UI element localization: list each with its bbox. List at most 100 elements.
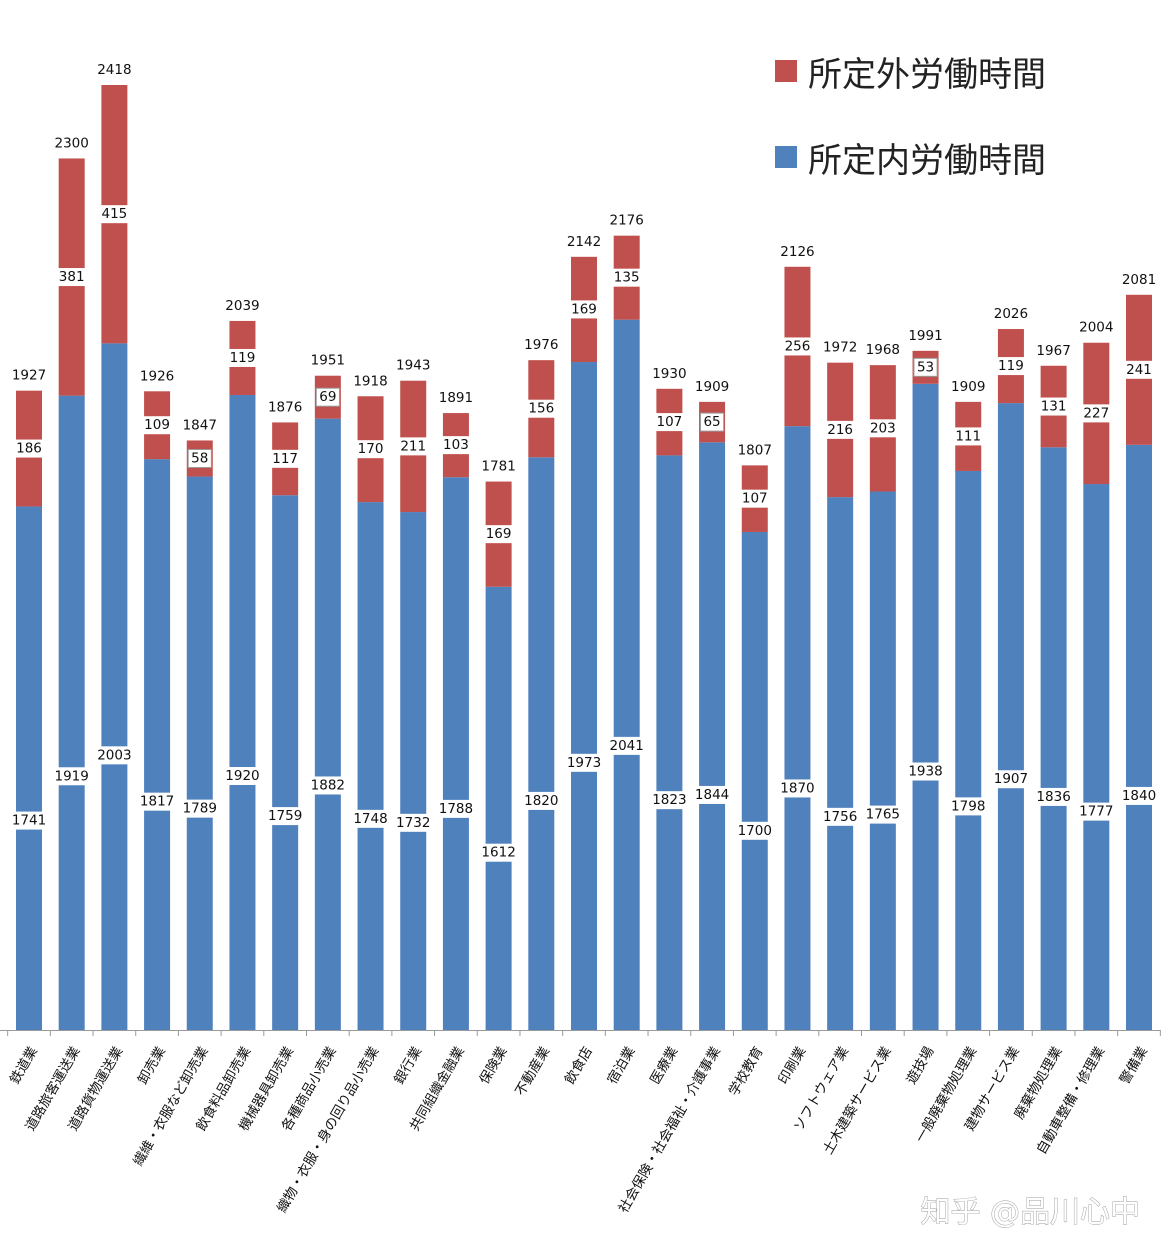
- scheduled-label-bg: [905, 762, 946, 781]
- scheduled-label: 1882: [311, 777, 345, 793]
- overtime-label: 169: [486, 526, 512, 542]
- scheduled-label-bg: [179, 799, 220, 818]
- overtime-label: 135: [614, 270, 640, 286]
- scheduled-label: 1789: [183, 801, 217, 817]
- overtime-label-bg: [226, 348, 259, 367]
- total-label-bg: [222, 296, 263, 315]
- scheduled-label-bg: [94, 746, 135, 765]
- legend-label-overtime: 所定外労働時間: [808, 55, 1046, 95]
- total-label: 1891: [439, 390, 473, 406]
- scheduled-label: 1777: [1079, 804, 1113, 820]
- scheduled-label-bg: [1118, 786, 1160, 805]
- total-label-bg: [51, 134, 92, 153]
- overtime-label: 69: [319, 389, 336, 405]
- total-label-bg: [777, 242, 818, 261]
- scheduled-label: 1820: [524, 793, 558, 809]
- total-label-bg: [8, 366, 50, 385]
- scheduled-label: 1748: [353, 811, 387, 827]
- scheduled-label-bg: [393, 813, 434, 832]
- scheduled-label: 1870: [780, 780, 814, 796]
- total-label-bg: [136, 367, 178, 386]
- scheduled-label-bg: [649, 791, 690, 810]
- scheduled-label-bg: [1076, 802, 1117, 821]
- overtime-label-bg: [315, 387, 340, 407]
- overtime-label: 107: [742, 491, 768, 507]
- scheduled-label: 1919: [55, 768, 89, 784]
- overtime-label: 119: [230, 350, 256, 366]
- bar-scheduled: [144, 459, 171, 1030]
- total-label-bg: [649, 364, 690, 383]
- overtime-label-bg: [738, 489, 771, 508]
- category-label: 銀行業: [391, 1044, 425, 1088]
- scheduled-label: 1759: [268, 808, 302, 824]
- category-label: 遊技場: [903, 1044, 937, 1087]
- bar-scheduled: [912, 383, 939, 1031]
- category-label: 宿泊業: [604, 1043, 639, 1087]
- overtime-label: 109: [144, 417, 170, 433]
- bar-scheduled: [1126, 444, 1152, 1030]
- bar-scheduled: [1040, 447, 1067, 1030]
- total-label-bg: [1033, 341, 1074, 360]
- scheduled-label: 1920: [225, 768, 259, 784]
- overtime-label: 415: [101, 206, 127, 222]
- overtime-label-bg: [610, 268, 643, 287]
- category-label: 卸売業: [135, 1044, 169, 1088]
- overtime-label-bg: [397, 437, 430, 456]
- total-label-bg: [94, 61, 135, 79]
- category-label: 不動産業: [512, 1044, 553, 1099]
- scheduled-label: 1798: [951, 798, 985, 814]
- overtime-label: 156: [528, 401, 554, 417]
- overtime-label-bg: [913, 357, 938, 377]
- scheduled-label: 1765: [866, 807, 900, 823]
- total-label-bg: [435, 389, 477, 408]
- overtime-label: 53: [917, 359, 934, 375]
- total-label-bg: [862, 341, 904, 360]
- scheduled-label-bg: [606, 736, 647, 755]
- overtime-label: 170: [358, 441, 384, 457]
- scheduled-label-bg: [563, 753, 605, 772]
- category-label: 鉄道業: [7, 1044, 41, 1088]
- bar-scheduled: [613, 319, 640, 1030]
- total-label-bg: [606, 211, 647, 230]
- scheduled-label-bg: [990, 770, 1032, 789]
- category-label: 保険業: [476, 1044, 510, 1088]
- bar-scheduled: [699, 442, 726, 1030]
- total-label: 1968: [866, 342, 900, 358]
- legend-swatch-scheduled: [775, 146, 797, 168]
- bar-scheduled: [1083, 484, 1110, 1030]
- bar-scheduled: [997, 403, 1024, 1030]
- total-label: 1807: [738, 442, 772, 458]
- overtime-label-bg: [995, 357, 1027, 376]
- total-label-bg: [521, 336, 562, 355]
- scheduled-label-bg: [478, 843, 519, 862]
- bar-scheduled: [16, 506, 42, 1030]
- watermark: 知乎 @品川心中: [920, 1195, 1140, 1230]
- total-label-bg: [948, 377, 989, 396]
- overtime-label-bg: [98, 205, 131, 224]
- total-label: 2142: [567, 234, 601, 250]
- total-label: 2176: [610, 213, 644, 229]
- total-label: 1926: [140, 368, 174, 384]
- bar-scheduled: [784, 426, 811, 1030]
- overtime-label-bg: [1123, 360, 1155, 379]
- scheduled-label-bg: [435, 799, 477, 818]
- overtime-label: 117: [272, 451, 298, 467]
- total-label: 1930: [652, 366, 686, 382]
- scheduled-label: 1700: [738, 823, 772, 839]
- overtime-label: 103: [443, 437, 469, 453]
- overtime-label-bg: [781, 337, 814, 356]
- scheduled-label: 1732: [396, 815, 430, 831]
- bars-group: [16, 85, 1152, 1031]
- overtime-label: 186: [16, 441, 42, 457]
- total-label: 2300: [55, 135, 89, 151]
- overtime-label: 107: [656, 414, 682, 430]
- overtime-label: 241: [1126, 362, 1152, 378]
- overtime-label-bg: [699, 412, 725, 432]
- scheduled-label-bg: [862, 805, 904, 824]
- bar-scheduled: [400, 512, 427, 1030]
- overtime-label-bg: [187, 449, 212, 469]
- legend-swatch-overtime: [775, 60, 797, 82]
- scheduled-label-bg: [51, 767, 92, 786]
- scheduled-label-bg: [8, 811, 50, 830]
